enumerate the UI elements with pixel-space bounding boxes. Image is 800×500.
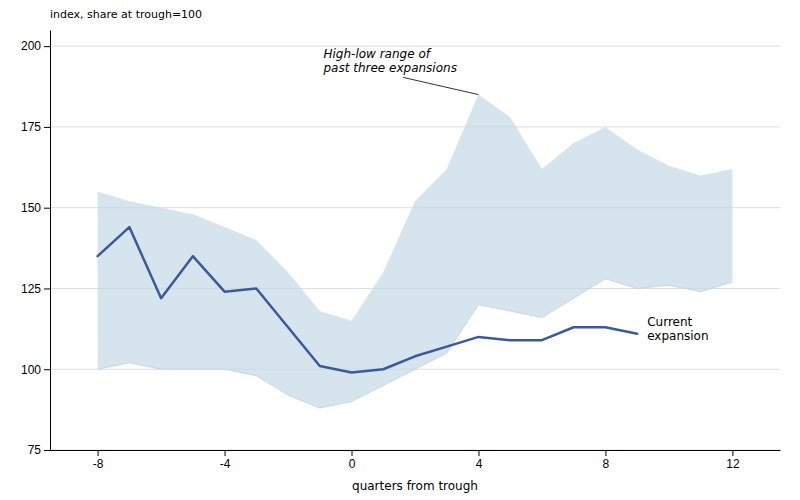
x-tick-mark bbox=[605, 450, 606, 456]
x-tick-label: 12 bbox=[726, 457, 740, 471]
y-tick-label: 75 bbox=[28, 443, 42, 457]
y-tick-mark bbox=[44, 127, 50, 128]
y-tick-mark bbox=[44, 369, 50, 370]
y-tick: 125 bbox=[21, 282, 50, 296]
x-tick: 4 bbox=[476, 450, 483, 471]
y-tick-mark bbox=[44, 288, 50, 289]
y-tick: 200 bbox=[21, 39, 50, 53]
y-tick-mark bbox=[44, 208, 50, 209]
chart: -8 -4 0 4 8 12 75 100 125 150 175 200 High-low range… bbox=[0, 0, 800, 500]
x-tick-label: 0 bbox=[349, 457, 356, 471]
y-tick: 75 bbox=[28, 443, 50, 457]
x-tick-mark bbox=[98, 450, 99, 456]
y-tick: 100 bbox=[21, 363, 50, 377]
y-axis: 75 100 125 150 175 200 bbox=[21, 31, 51, 458]
y-tick-label: 100 bbox=[21, 363, 41, 377]
y-tick-label: 150 bbox=[21, 201, 41, 215]
x-axis-title: quarters from trough bbox=[352, 479, 478, 493]
line-label: Currentexpansion bbox=[647, 315, 708, 343]
plot: -8 -4 0 4 8 12 75 100 125 150 175 200 High-low range… bbox=[21, 31, 781, 471]
range-low-edge bbox=[98, 279, 733, 408]
x-axis-line bbox=[51, 450, 781, 451]
marks bbox=[98, 95, 733, 408]
y-tick-label: 125 bbox=[21, 282, 41, 296]
line bbox=[98, 227, 638, 372]
grid-line bbox=[50, 450, 780, 451]
y-tick-mark bbox=[44, 46, 50, 47]
grid bbox=[50, 46, 780, 450]
range-area bbox=[98, 95, 733, 408]
x-tick-label: 8 bbox=[603, 457, 610, 471]
x-tick-label: -4 bbox=[220, 457, 231, 471]
grid-line bbox=[50, 126, 780, 127]
x-tick-mark bbox=[225, 450, 226, 456]
annotation: High-low range ofpast three expansions bbox=[322, 47, 456, 75]
annotation-arrow bbox=[403, 77, 478, 94]
y-tick: 150 bbox=[21, 201, 50, 215]
x-tick-mark bbox=[352, 450, 353, 456]
y-tick-label: 200 bbox=[21, 39, 41, 53]
x-tick: 8 bbox=[603, 450, 610, 471]
y-tick-mark bbox=[44, 450, 50, 451]
y-axis-title: index, share at trough=100 bbox=[50, 8, 202, 21]
x-tick-label: 4 bbox=[476, 457, 483, 471]
x-tick: 0 bbox=[349, 450, 356, 471]
x-tick: -8 bbox=[93, 450, 104, 471]
y-tick-label: 175 bbox=[21, 120, 41, 134]
y-axis-line bbox=[50, 31, 51, 451]
x-tick: -4 bbox=[220, 450, 231, 471]
y-tick: 175 bbox=[21, 120, 50, 134]
annotations: High-low range ofpast three expansions Cu… bbox=[322, 47, 708, 343]
x-tick: 12 bbox=[726, 450, 740, 471]
x-axis: -8 -4 0 4 8 12 bbox=[51, 450, 781, 471]
x-tick-label: -8 bbox=[93, 457, 104, 471]
x-tick-mark bbox=[478, 450, 479, 456]
x-tick-mark bbox=[732, 450, 733, 456]
